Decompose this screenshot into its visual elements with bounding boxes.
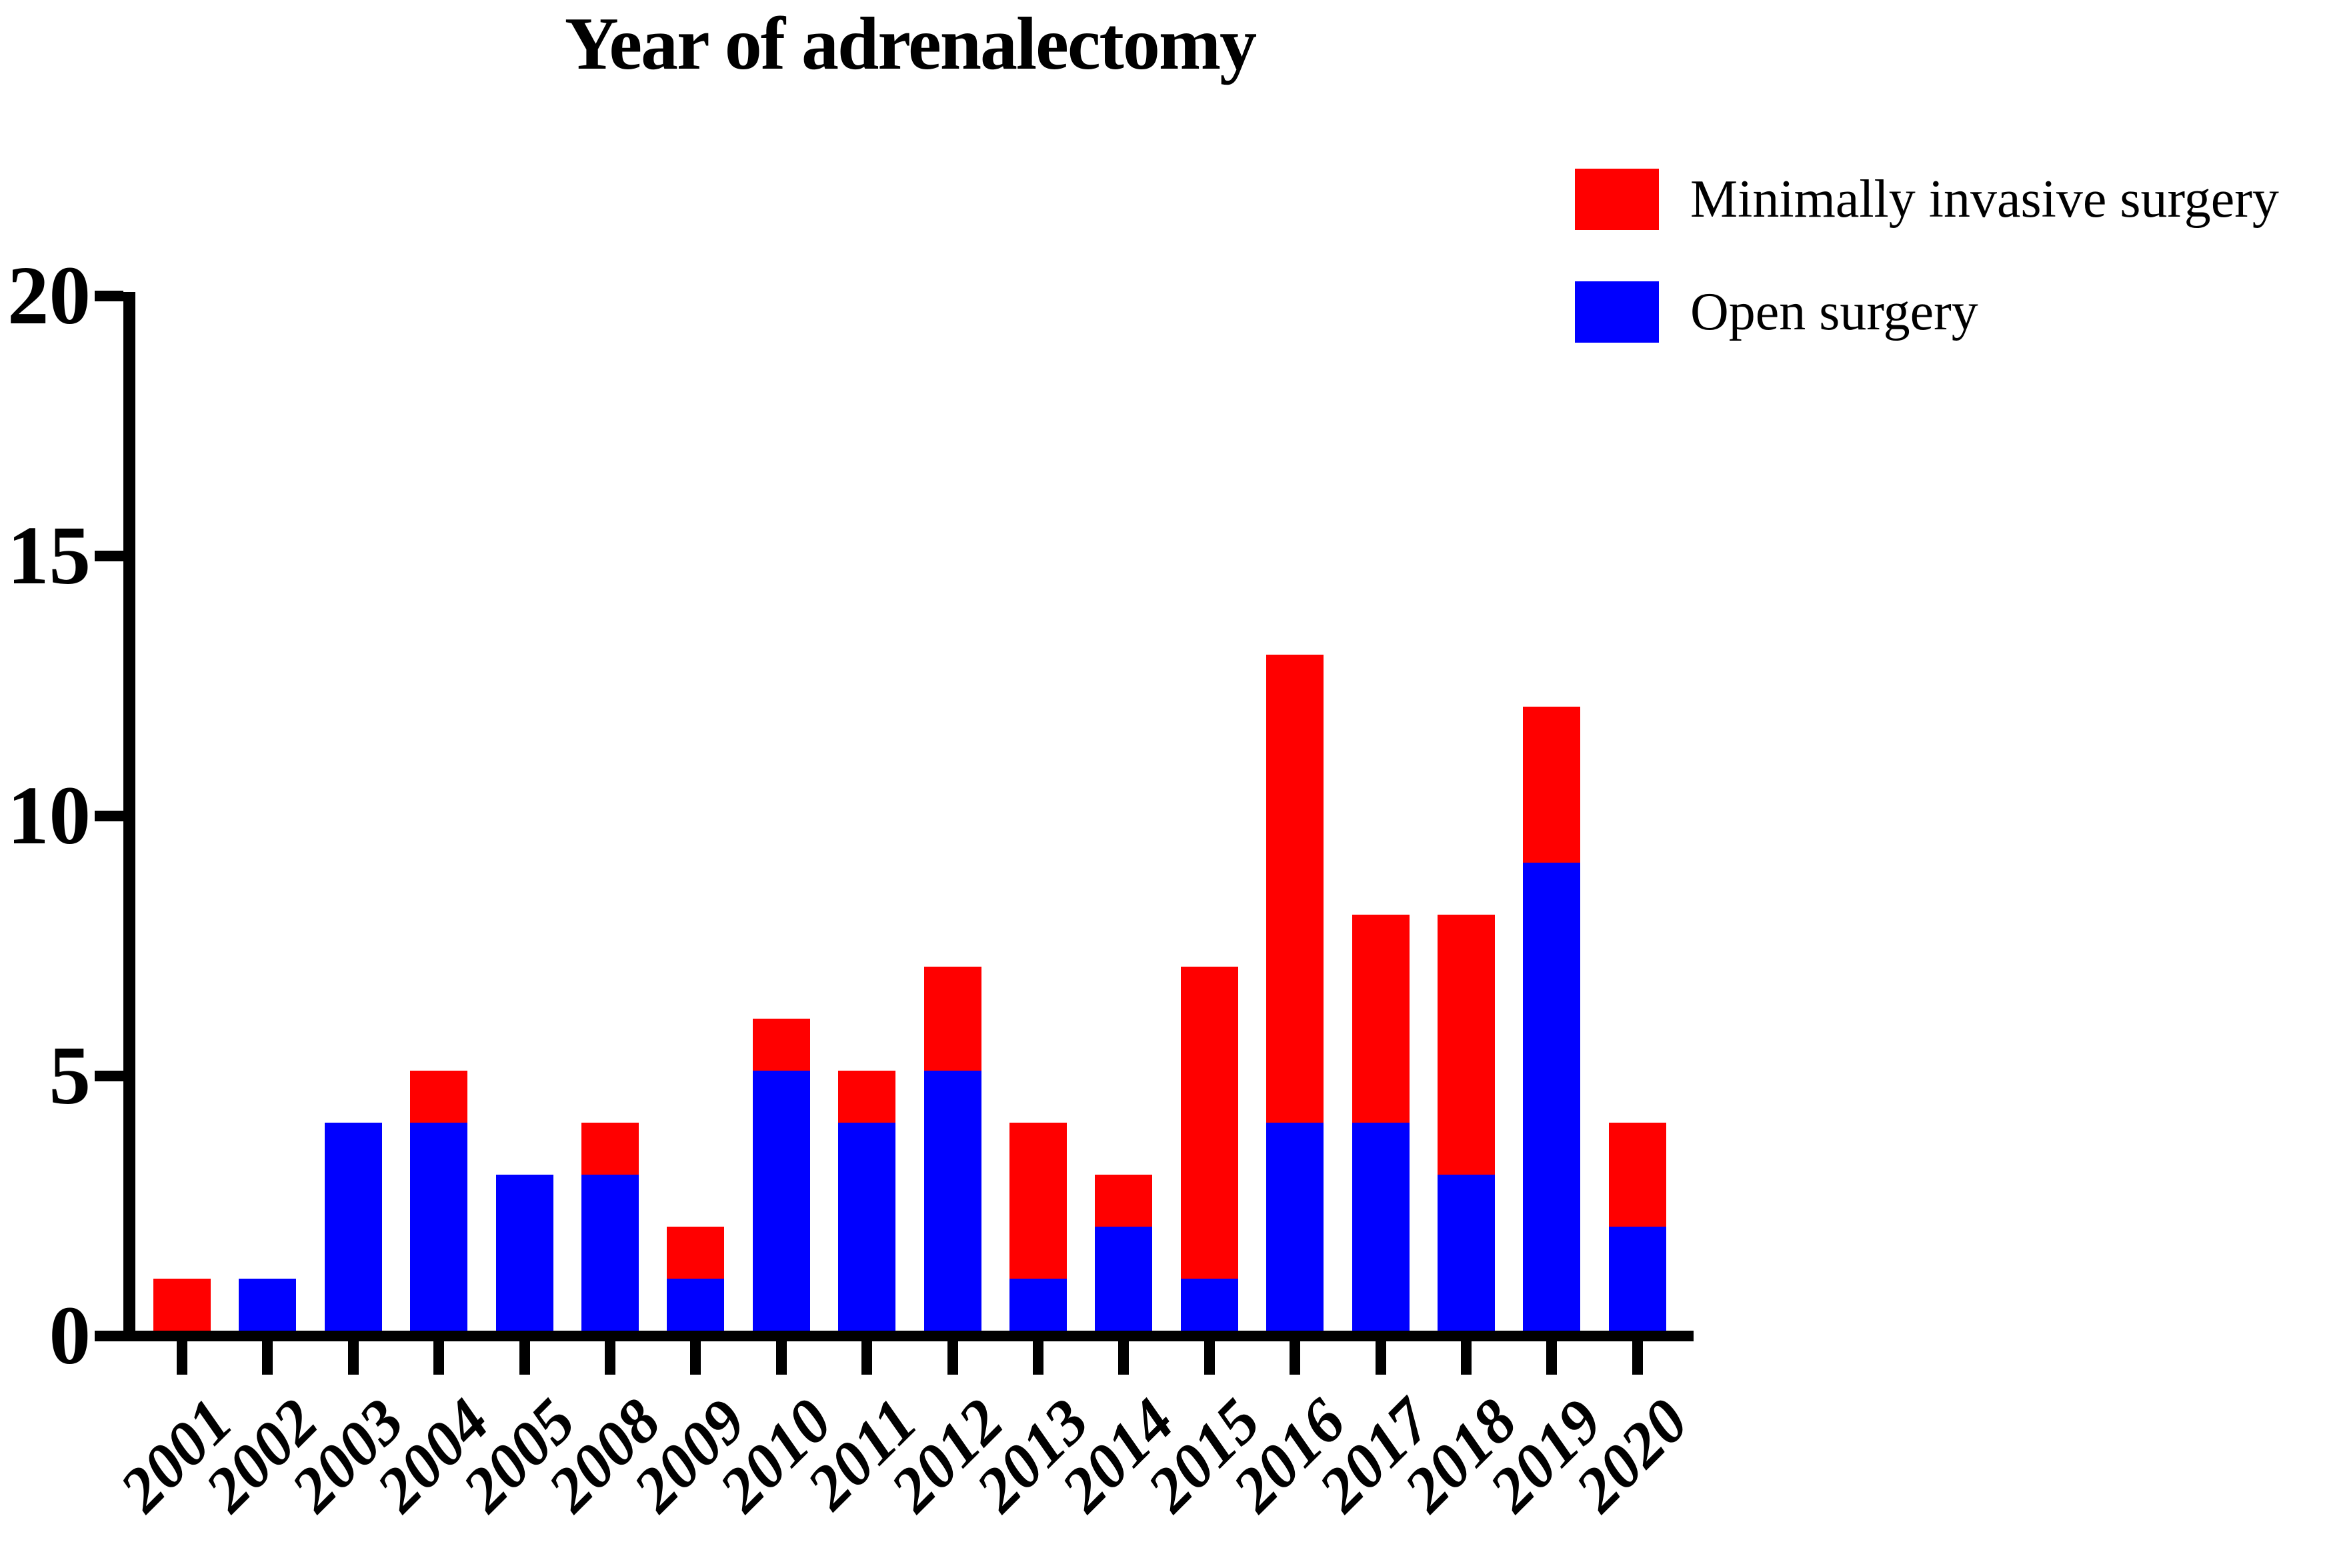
x-tick-2003 <box>347 1341 359 1375</box>
bar-2014-minimally-invasive <box>1095 1175 1153 1227</box>
legend-label-mis: Minimally invasive surgery <box>1690 170 2279 229</box>
bar-2011-minimally-invasive <box>838 1071 896 1123</box>
bar-2001-minimally-invasive <box>153 1279 211 1331</box>
bar-2013-open-surgery <box>1009 1279 1067 1331</box>
y-tick-5 <box>95 1071 123 1081</box>
bar-2010-minimally-invasive <box>752 1019 810 1071</box>
x-tick-2019 <box>1546 1341 1558 1375</box>
x-tick-2009 <box>690 1341 701 1375</box>
x-tick-2002 <box>262 1341 273 1375</box>
bar-2009-open-surgery <box>667 1279 725 1331</box>
bar-2014-open-surgery <box>1095 1227 1153 1331</box>
x-tick-2012 <box>947 1341 958 1375</box>
x-axis-line <box>123 1331 1694 1341</box>
bar-2016-minimally-invasive <box>1266 655 1324 1123</box>
y-axis-label-20: 20 <box>7 250 91 342</box>
y-tick-15 <box>95 551 123 561</box>
x-tick-2018 <box>1461 1341 1472 1375</box>
y-axis-label-15: 15 <box>7 510 91 602</box>
legend-swatch-open <box>1575 281 1659 343</box>
bar-2010-open-surgery <box>752 1071 810 1331</box>
legend-label-open: Open surgery <box>1690 283 1978 341</box>
bar-2005-open-surgery <box>495 1175 553 1331</box>
bar-2013-minimally-invasive <box>1009 1123 1067 1279</box>
bar-2012-minimally-invasive <box>923 967 981 1071</box>
legend-swatch-mis <box>1575 169 1659 230</box>
bar-2018-minimally-invasive <box>1438 915 1495 1175</box>
bar-2004-minimally-invasive <box>410 1071 468 1123</box>
y-axis-line <box>123 292 135 1341</box>
y-tick-10 <box>95 811 123 821</box>
x-tick-2005 <box>519 1341 530 1375</box>
bar-2016-open-surgery <box>1266 1123 1324 1331</box>
bar-2015-open-surgery <box>1180 1279 1238 1331</box>
bar-2019-open-surgery <box>1523 863 1581 1331</box>
x-tick-2011 <box>861 1341 873 1375</box>
x-tick-2016 <box>1290 1341 1301 1375</box>
bar-2020-open-surgery <box>1608 1227 1666 1331</box>
bar-2017-open-surgery <box>1352 1123 1410 1331</box>
x-tick-2015 <box>1204 1341 1215 1375</box>
bar-2019-minimally-invasive <box>1523 707 1581 863</box>
y-axis-label-10: 10 <box>7 770 91 862</box>
y-axis-label-5: 5 <box>49 1030 91 1122</box>
x-tick-2008 <box>605 1341 615 1375</box>
bar-2004-open-surgery <box>410 1123 468 1331</box>
bar-2009-minimally-invasive <box>667 1227 725 1279</box>
bar-2002-open-surgery <box>239 1279 297 1331</box>
bar-2008-open-surgery <box>581 1175 639 1331</box>
bar-2003-open-surgery <box>324 1123 382 1331</box>
x-tick-2010 <box>775 1341 787 1375</box>
y-tick-0 <box>95 1331 123 1341</box>
x-tick-2014 <box>1118 1341 1129 1375</box>
x-tick-2004 <box>433 1341 445 1375</box>
bar-2008-minimally-invasive <box>581 1123 639 1175</box>
y-axis-label-0: 0 <box>49 1290 91 1382</box>
x-tick-2001 <box>177 1341 187 1375</box>
bar-2011-open-surgery <box>838 1123 896 1331</box>
bar-2020-minimally-invasive <box>1608 1123 1666 1227</box>
x-tick-2017 <box>1375 1341 1386 1375</box>
bar-2018-open-surgery <box>1438 1175 1495 1331</box>
x-tick-2013 <box>1033 1341 1043 1375</box>
chart-title: Year of adrenalectomy <box>564 3 1257 85</box>
x-tick-2020 <box>1632 1341 1643 1375</box>
bar-2012-open-surgery <box>923 1071 981 1331</box>
y-tick-20 <box>95 291 123 301</box>
bar-2017-minimally-invasive <box>1352 915 1410 1123</box>
bar-2015-minimally-invasive <box>1180 967 1238 1279</box>
